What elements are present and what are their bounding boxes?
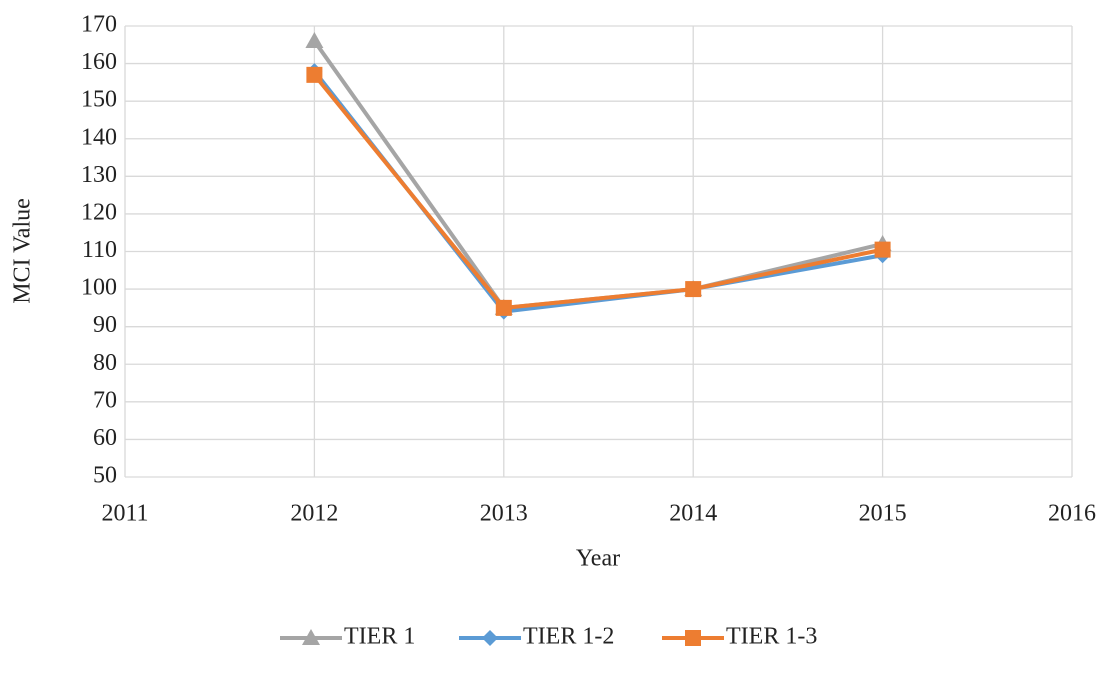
series-line — [312, 69, 883, 314]
marker — [306, 66, 323, 83]
x-tick-label: 2014 — [669, 501, 717, 527]
legend-label: TIER 1-2 — [523, 624, 614, 650]
x-tick-label: 2016 — [1048, 501, 1096, 527]
marker — [874, 241, 891, 258]
y-tick-label: 70 — [93, 387, 117, 413]
marker — [482, 630, 498, 646]
x-tick-label: 2011 — [101, 501, 148, 527]
y-tick-label: 150 — [81, 87, 117, 113]
legend-label: TIER 1-3 — [726, 624, 817, 650]
legend-label: TIER 1 — [344, 624, 415, 650]
series-line — [312, 73, 884, 310]
x-tick-label: 2013 — [480, 501, 528, 527]
marker — [685, 281, 702, 298]
y-tick-label: 170 — [81, 12, 117, 38]
y-tick-label: 90 — [93, 312, 117, 338]
y-tick-label: 110 — [82, 237, 117, 263]
y-tick-label: 130 — [81, 162, 117, 188]
marker — [302, 629, 320, 645]
marker — [685, 630, 701, 646]
y-tick-label: 100 — [81, 275, 117, 301]
x-axis-title: Year — [576, 546, 620, 572]
y-axis-title: MCI Value — [10, 198, 36, 304]
y-tick-label: 160 — [81, 49, 117, 75]
x-tick-label: 2012 — [290, 501, 338, 527]
y-tick-label: 120 — [81, 199, 117, 225]
y-tick-label: 60 — [93, 425, 117, 451]
x-tick-label: 2015 — [859, 501, 907, 527]
marker — [495, 299, 512, 316]
marker — [305, 32, 324, 49]
y-tick-label: 140 — [81, 124, 117, 150]
y-tick-label: 50 — [93, 463, 117, 489]
y-tick-label: 80 — [93, 350, 117, 376]
